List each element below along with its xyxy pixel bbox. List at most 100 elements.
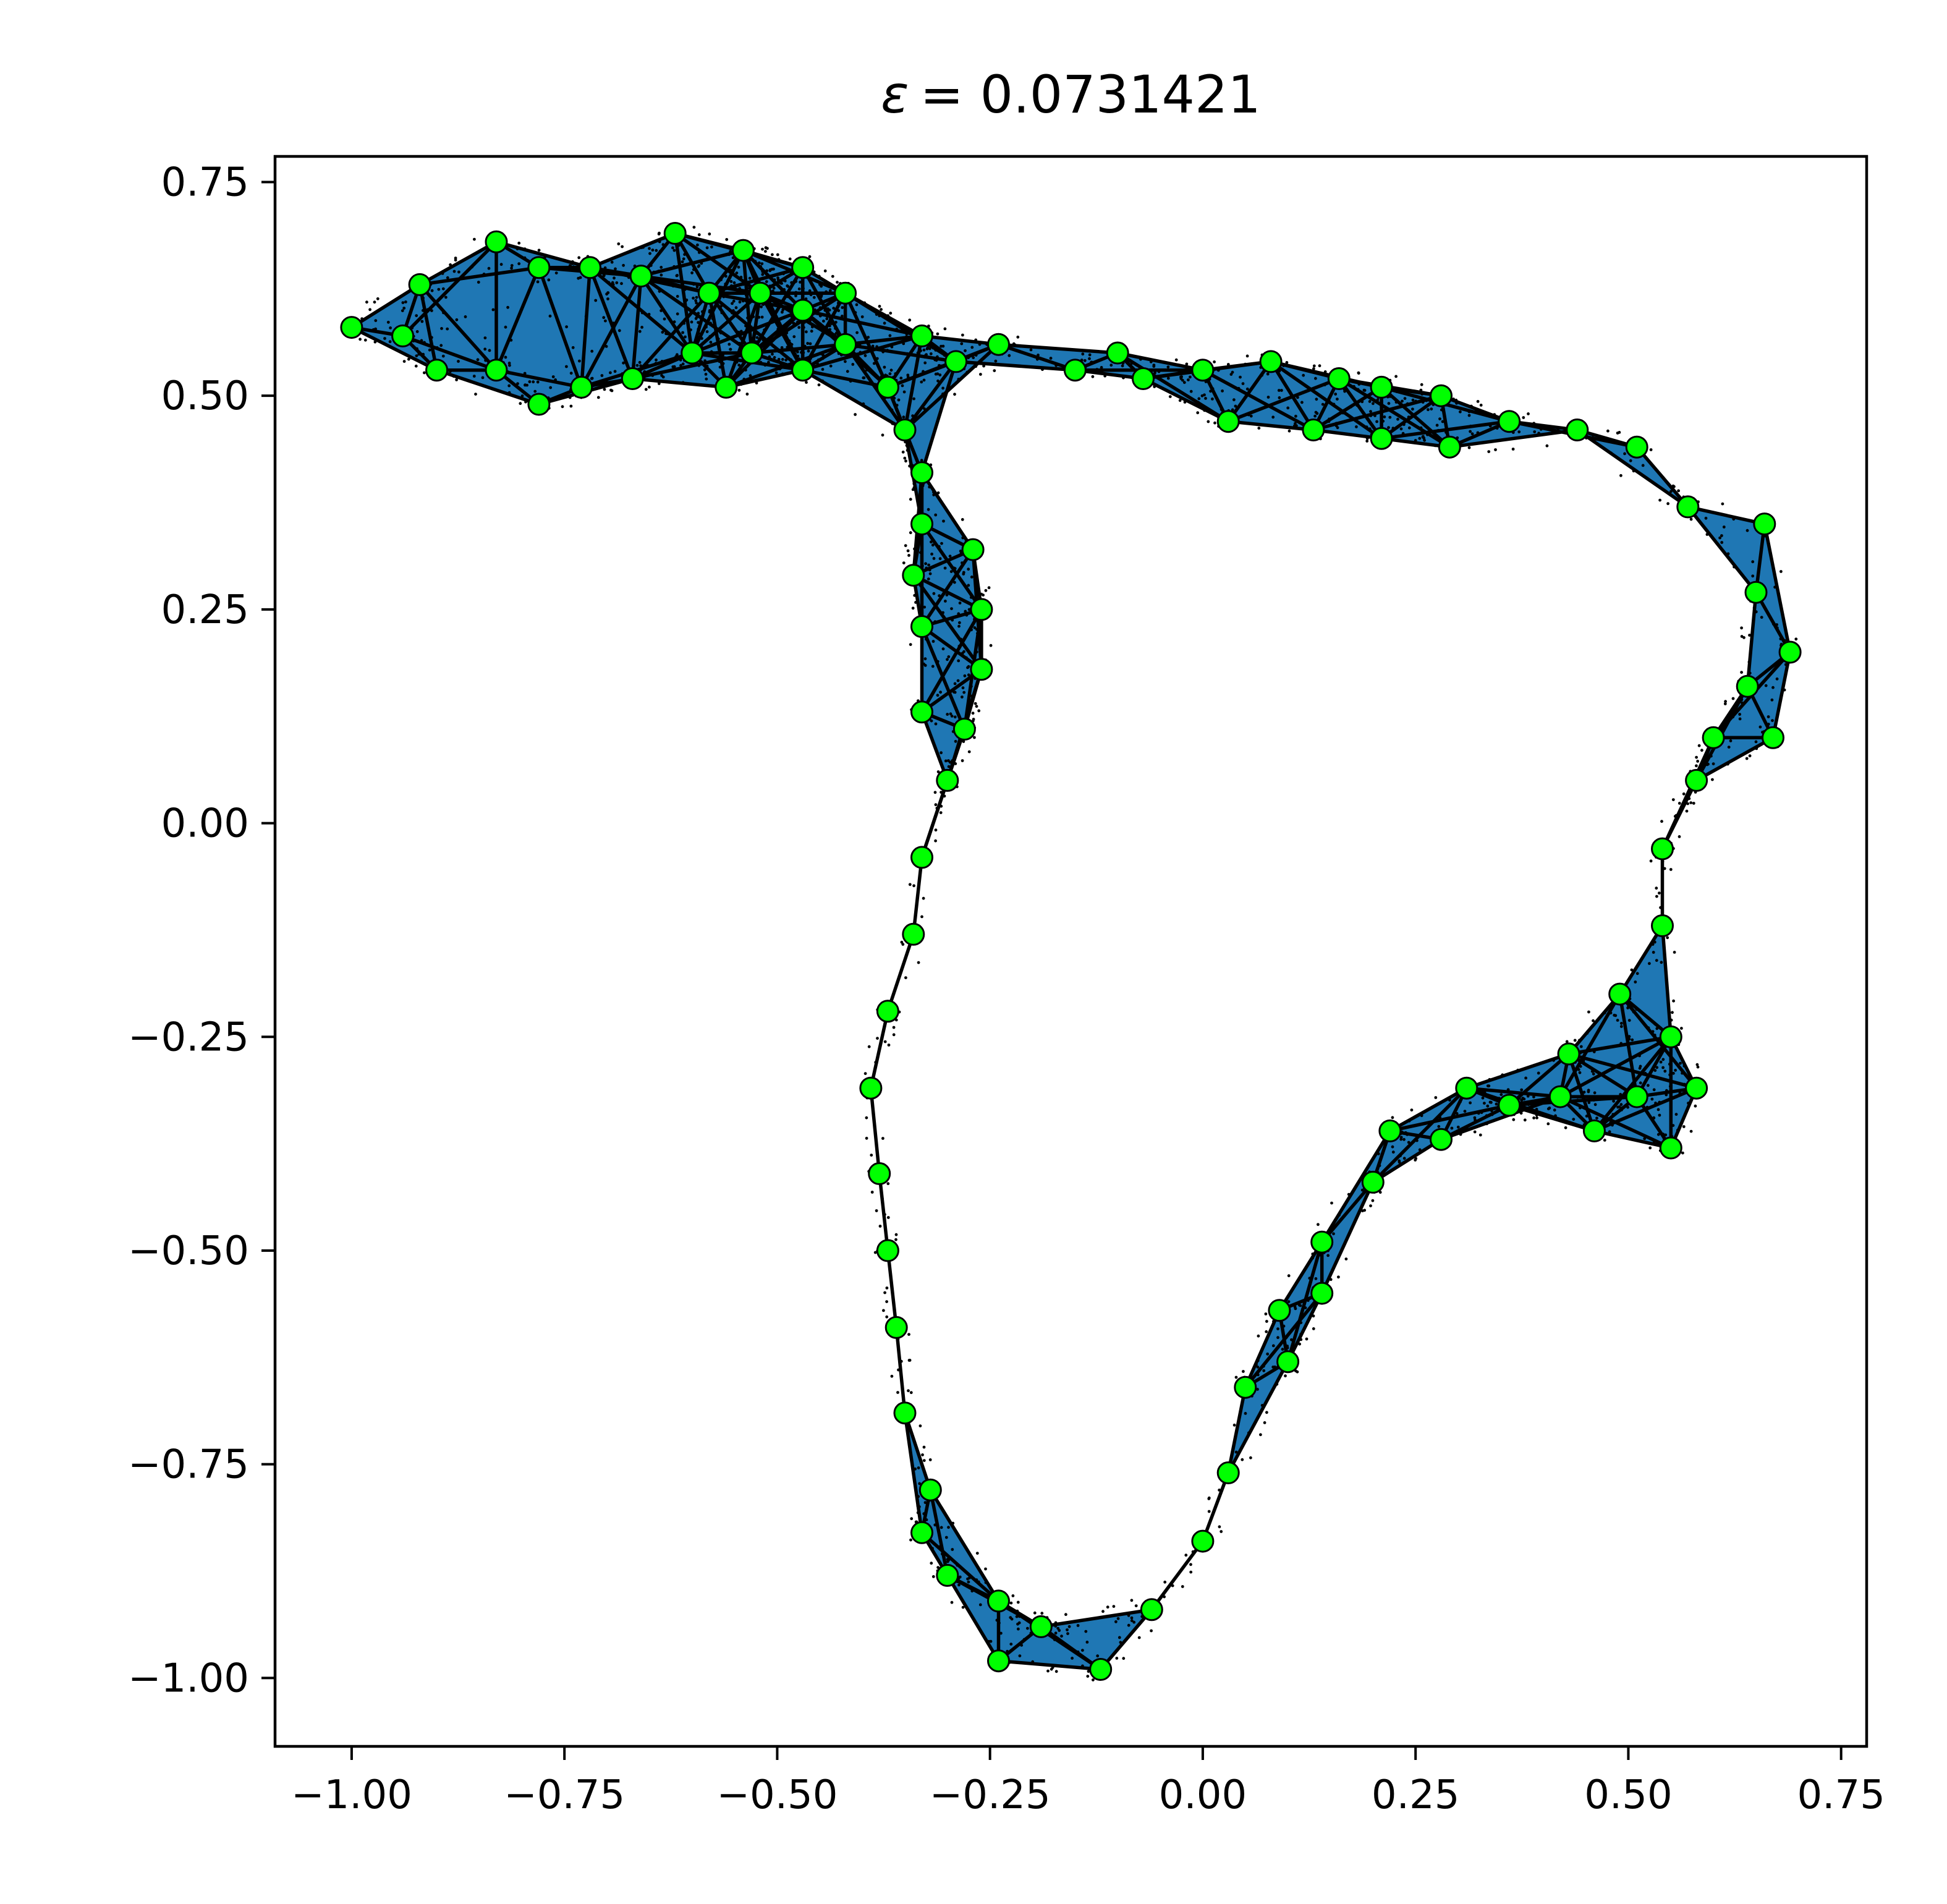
complex-edge [903,334,924,432]
sample-point [927,577,930,580]
sample-point [1697,744,1701,747]
sample-point [1276,1327,1279,1331]
landmark-point [1310,1230,1334,1254]
sample-point [1081,1649,1084,1652]
sample-point [1271,1344,1275,1348]
sample-point [738,300,742,304]
landmark-point [408,273,431,296]
sample-point [1696,1065,1700,1069]
sample-point [594,299,598,302]
sample-point [1720,541,1724,544]
sample-point [1256,1366,1260,1369]
sample-point [547,278,551,282]
sample-point [1368,400,1372,403]
landmark-point [876,1000,899,1023]
sample-point [1619,1103,1623,1107]
complex-edge [1039,1625,1103,1672]
sample-point [1399,427,1403,431]
sample-point [831,274,834,278]
landmark-point [749,281,772,305]
sample-point [644,388,648,391]
sample-point [883,1040,887,1043]
sample-point [446,327,449,331]
sample-point [464,315,467,318]
sample-point [1109,363,1113,367]
sample-point [909,643,912,646]
sample-point [1189,1563,1192,1566]
x-tick-label: −0.75 [504,1772,625,1818]
complex-edge [920,624,967,731]
sample-point [1669,868,1673,871]
landmark-point [791,256,815,279]
sample-point [912,884,915,888]
sample-point [865,1116,868,1120]
sample-point [365,300,368,304]
sample-point [931,640,935,643]
sample-point [912,397,915,401]
sample-point [932,557,936,560]
sample-point [1332,1232,1335,1236]
sample-point [1655,886,1658,890]
sample-point [903,456,907,460]
sample-point [805,381,808,384]
sample-point [725,238,729,241]
complex-edge [1686,505,1758,594]
sample-point [663,317,666,321]
sample-point [934,513,938,517]
sample-point [931,1575,935,1578]
sample-point [428,348,431,352]
sample-point [1481,1096,1485,1100]
sample-point [1407,426,1411,430]
sample-point [1336,397,1339,401]
sample-point [389,326,392,329]
sample-point [1724,700,1728,703]
sample-point [967,750,971,754]
sample-point [882,1309,885,1312]
sample-point [679,363,682,367]
sample-point [441,354,445,358]
sample-point [1229,373,1233,376]
sample-point [808,255,812,258]
sample-point [446,276,449,279]
sample-point [729,347,732,351]
landmark-point [893,419,917,441]
sample-point [358,338,362,341]
sample-point [745,393,749,396]
sample-point [737,265,740,269]
complex-edge [869,1086,881,1176]
landmark-point [961,538,985,561]
sample-point [928,347,931,351]
sample-point [901,384,904,388]
complex-edge [1592,1035,1673,1133]
sample-point [452,270,456,273]
sample-point [536,280,540,284]
sample-point [1121,364,1124,368]
sample-point [401,301,405,304]
sample-point [374,319,378,322]
sample-point [1411,407,1414,411]
sample-point [648,385,651,389]
sample-point [911,606,915,610]
sample-point [963,674,967,678]
axes: −1.00 −0.75 −0.50 −0.25 0.00 0.25 0.50 0.75 0.75… [128,155,1885,1818]
sample-point [846,370,849,373]
sample-point [954,739,957,743]
sample-point [786,284,790,288]
complex-edge [1558,992,1622,1099]
sample-point [1727,746,1731,749]
sample-point [1017,1627,1020,1631]
sample-point [760,262,764,265]
sample-point [982,593,985,597]
sample-point [923,605,927,609]
sample-point [1650,1097,1654,1101]
sample-point [967,584,970,587]
complex-edge [401,240,498,338]
sample-point [437,287,441,291]
sample-point [883,365,886,369]
complex-edge [903,1411,924,1535]
sample-point [1010,1617,1014,1621]
sample-point [883,321,886,325]
complex-edge [1448,428,1579,449]
sample-point [517,262,521,265]
sample-point [1487,1084,1491,1088]
